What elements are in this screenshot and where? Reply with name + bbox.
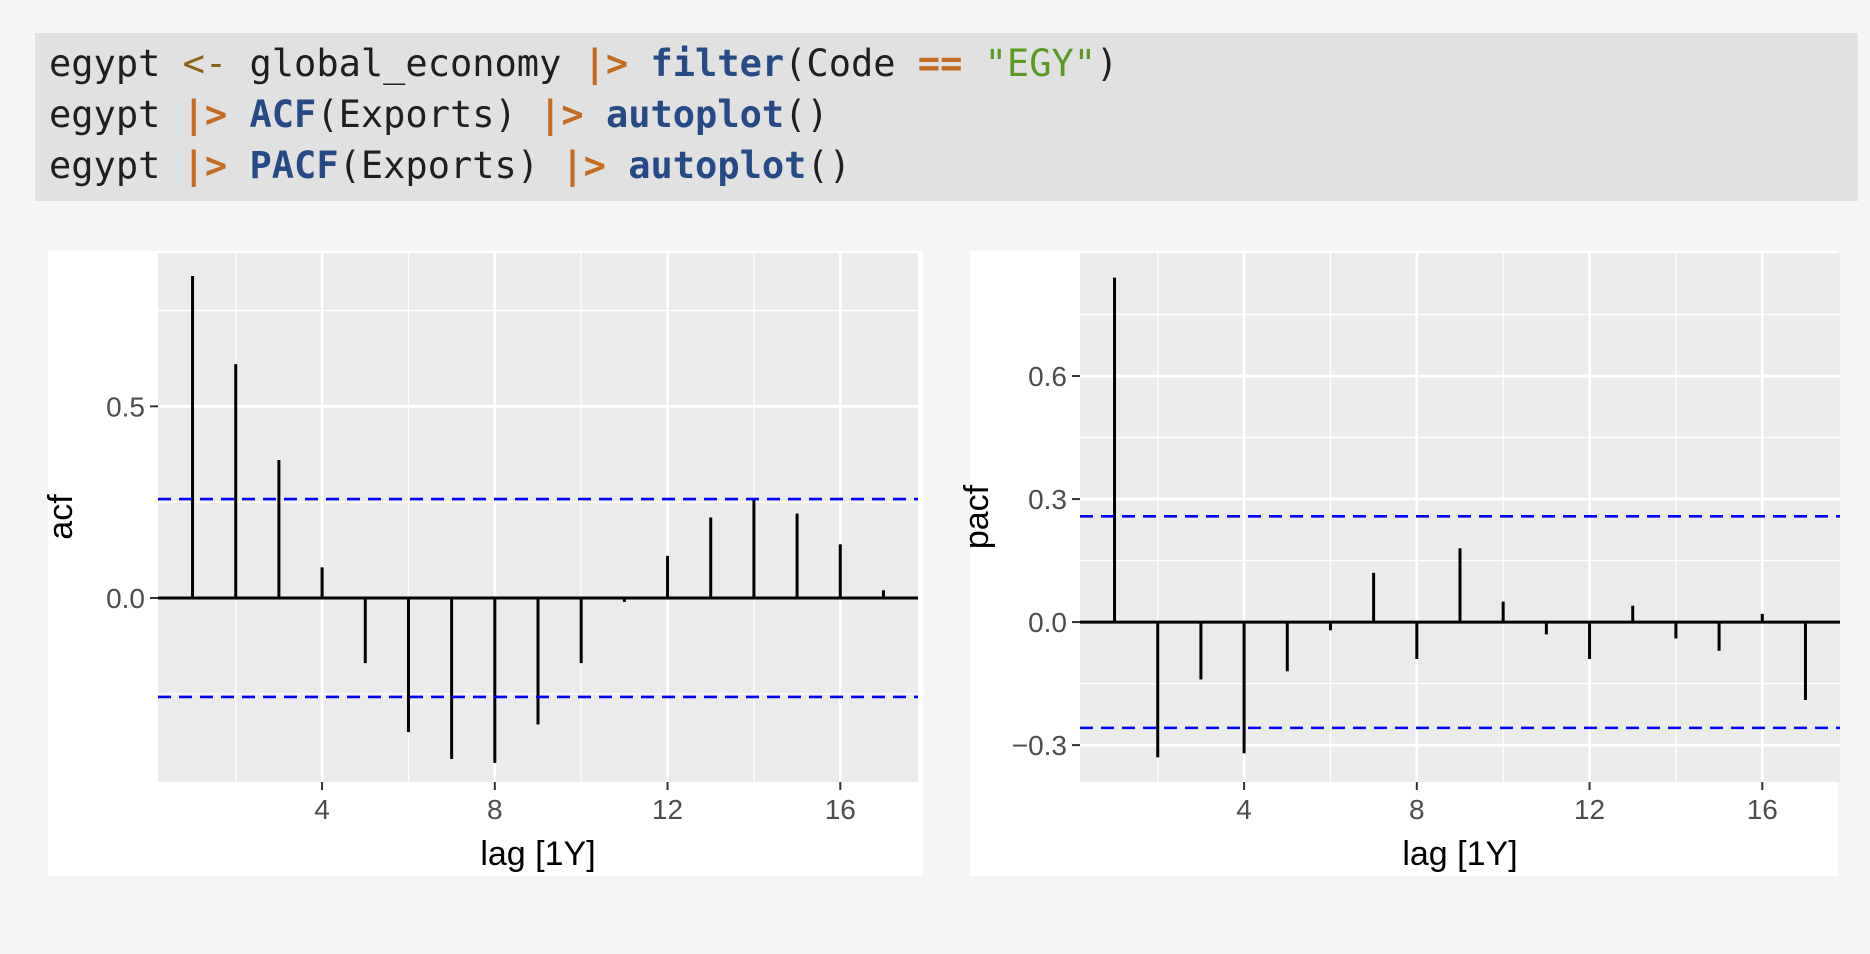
acf-x-axis-title: lag [1Y] xyxy=(480,835,595,873)
pacf-y-axis-title: pacf xyxy=(958,484,996,549)
acf-ytick-label: 0.5 xyxy=(106,391,145,422)
code-line-3: egypt |> PACF(Exports) |> autoplot() xyxy=(49,140,1844,191)
code-token: autoplot xyxy=(628,144,807,187)
code-token: filter xyxy=(650,42,785,85)
pacf-ytick-label: −0.3 xyxy=(1012,730,1067,761)
code-token: () xyxy=(806,144,851,187)
pacf-ytick-label: 0.6 xyxy=(1028,361,1067,392)
pacf-ytick-label: 0.3 xyxy=(1028,484,1067,515)
acf-plot: 0.0 0.5 4 8 12 16 lag [1Y] acf xyxy=(42,253,918,873)
code-token: (Code xyxy=(784,42,918,85)
code-line-2: egypt |> ACF(Exports) |> autoplot() xyxy=(49,89,1844,140)
code-token: |> xyxy=(182,93,228,136)
code-token: autoplot xyxy=(605,93,785,136)
code-token: |> xyxy=(583,42,629,85)
code-token: "EGY" xyxy=(984,42,1097,85)
acf-xtick-label: 8 xyxy=(487,794,503,825)
acf-ytick-label: 0.0 xyxy=(106,583,145,614)
code-token: |> xyxy=(561,144,606,187)
code-line-1: egypt <- global_economy |> filter(Code =… xyxy=(49,38,1844,89)
acf-xtick-label: 16 xyxy=(825,794,856,825)
code-token: <- xyxy=(182,42,228,85)
pacf-xtick-label: 4 xyxy=(1236,794,1252,825)
code-token: (Exports) xyxy=(338,144,562,187)
code-token: global_economy xyxy=(227,42,584,85)
pacf-x-axis-title: lag [1Y] xyxy=(1402,835,1517,873)
pacf-xtick-label: 8 xyxy=(1409,794,1425,825)
code-token: egypt xyxy=(49,144,183,187)
pacf-ytick-label: 0.0 xyxy=(1028,607,1067,638)
pacf-xtick-label: 12 xyxy=(1574,794,1605,825)
code-token: PACF xyxy=(249,144,339,187)
pacf-plot: −0.3 0.0 0.3 0.6 4 8 12 16 lag [1Y] pacf xyxy=(958,253,1840,873)
code-token: == xyxy=(917,42,963,85)
acf-xtick-label: 12 xyxy=(652,794,683,825)
code-token: |> xyxy=(539,93,584,136)
code-token: (Exports) xyxy=(316,93,540,136)
code-token: egypt xyxy=(49,93,183,136)
code-token: ACF xyxy=(249,93,317,136)
code-block: egypt <- global_economy |> filter(Code =… xyxy=(35,33,1858,201)
code-token: egypt xyxy=(49,42,183,85)
code-token: |> xyxy=(182,144,228,187)
acf-xtick-label: 4 xyxy=(314,794,330,825)
acf-y-axis-title: acf xyxy=(42,494,80,540)
pacf-xtick-label: 16 xyxy=(1747,794,1778,825)
code-token: ) xyxy=(1096,42,1119,85)
code-token: () xyxy=(784,93,829,136)
